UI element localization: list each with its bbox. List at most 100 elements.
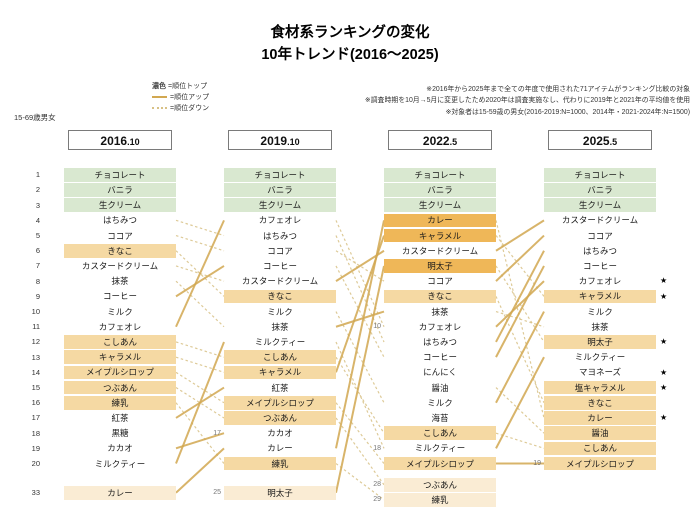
rank-up-line: [495, 250, 545, 343]
rank-cell: 抹茶: [271, 321, 289, 332]
rank-number: 7: [35, 261, 40, 271]
rank-cell: バニラ: [544, 183, 656, 197]
rank-up-line: [495, 280, 545, 328]
rank-cell: きなこ: [384, 289, 496, 304]
rank-number: 11: [32, 322, 40, 332]
rank-number: 14: [31, 367, 40, 377]
rank-number: 6: [35, 246, 40, 256]
rank-cell: つぶあん: [64, 380, 176, 395]
rank-cell: ミルク: [107, 306, 133, 317]
rank-cell: ココア: [427, 276, 453, 287]
header-month: .5: [449, 137, 458, 147]
rank-up-line: [335, 220, 385, 449]
tie-rank-note: 10: [373, 323, 381, 331]
rank-down-line: [335, 265, 385, 358]
legend-rank-up: =順位アップ: [152, 91, 209, 102]
column-header: 2016.10: [68, 130, 172, 150]
rank-cell: ミルクティー: [414, 443, 466, 454]
rank-down-line: [335, 417, 385, 486]
rank-down-line: [495, 310, 545, 328]
header-month: .10: [127, 137, 140, 147]
legend-rank-down-label: =順位ダウン: [170, 104, 210, 112]
rank-number: 12: [31, 337, 40, 347]
rank-cell: 醤油: [544, 426, 656, 440]
header-year: 2016: [100, 134, 128, 148]
rank-cell: 抹茶: [431, 306, 449, 317]
legend-dark-swatch-label: 濃色: [152, 82, 166, 90]
footnote-2: ※調査時期を10月→5月に変更したため2020年は調査実施なし、代わりに2019…: [364, 97, 690, 105]
rank-cell: チョコレート: [544, 168, 656, 182]
header-month: .10: [287, 137, 300, 147]
rank-number: 3: [35, 200, 40, 210]
rank-down-line: [175, 219, 225, 237]
rank-number: 2: [35, 185, 40, 195]
rank-cell: キャラメル: [544, 289, 656, 304]
rank-cell: キャラメル: [64, 350, 176, 364]
rank-cell: 黒糖: [111, 428, 129, 439]
rank-cell: カスタードクリーム: [561, 215, 639, 226]
rank-cell: はちみつ: [102, 215, 137, 226]
tie-rank-note: 19: [533, 460, 541, 468]
rank-cell: カレー: [544, 411, 656, 425]
rank-cell: コーヒー: [422, 352, 457, 363]
page-title: 食材系ランキングの変化 10年トレンド(2016〜2025): [0, 22, 700, 67]
rank-cell: バニラ: [224, 183, 336, 197]
rank-up-line: [495, 219, 545, 252]
rank-cell: 抹茶: [591, 321, 609, 332]
rank-number: 16: [31, 398, 40, 408]
extra-rank-number: 25: [213, 489, 221, 497]
rank-up-line: [335, 310, 385, 328]
rank-cell: 明太子: [384, 259, 496, 273]
rank-cell: こしあん: [224, 350, 336, 364]
rank-cell: ココア: [587, 230, 613, 241]
rank-number: 17: [31, 413, 40, 423]
title-line1: 食材系ランキングの変化: [270, 25, 430, 41]
column-header: 2022.5: [388, 130, 492, 150]
extra-rank-number: 28: [373, 481, 381, 489]
rank-down-line: [495, 432, 545, 449]
rank-up-line: [175, 447, 225, 494]
top-rank-star-icon: ★: [660, 291, 668, 301]
rank-number: 10: [31, 307, 40, 317]
rank-down-line: [175, 250, 225, 297]
rank-cell: メイプルシロップ: [544, 456, 656, 471]
footnotes: ※2016年から2025年まで全ての年度で使用された71アイテムがランキング比較…: [365, 84, 690, 118]
rank-cell: キャラメル: [224, 365, 336, 380]
rank-down-line: [335, 311, 385, 404]
audience-label: 15-69歳男女: [14, 113, 56, 122]
column-header: 2025.5: [548, 130, 652, 150]
rank-number: 9: [35, 291, 40, 301]
rank-number: 19: [31, 443, 40, 453]
rank-down-line: [335, 250, 385, 282]
legend-rank-down: =順位ダウン: [152, 102, 209, 113]
rank-number: 20: [31, 459, 40, 469]
rank-cell: カレー: [267, 443, 293, 454]
top-rank-star-icon: ★: [660, 413, 668, 423]
rank-down-line: [495, 387, 545, 434]
rank-cell: はちみつ: [422, 336, 457, 347]
rank-cell: つぶあん: [224, 411, 336, 425]
rank-down-line: [335, 220, 385, 327]
top-rank-star-icon: ★: [660, 382, 668, 392]
rank-cell: こしあん: [544, 441, 656, 456]
rank-cell: バニラ: [64, 183, 176, 197]
header-year: 2022: [422, 134, 450, 148]
rank-cell: 生クリーム: [384, 198, 496, 212]
rank-up-line: [175, 341, 225, 464]
rank-cell: ココア: [107, 230, 133, 241]
top-rank-star-icon: ★: [660, 276, 668, 286]
rank-number: 8: [35, 276, 40, 286]
title-line2: 10年トレンド(2016〜2025): [261, 47, 439, 64]
rank-cell: コーヒー: [262, 260, 297, 271]
rank-cell: 紅茶: [271, 382, 289, 393]
rank-cell: ミルクティー: [94, 458, 146, 469]
rank-down-line: [175, 280, 225, 328]
rank-cell: こしあん: [384, 426, 496, 440]
rank-cell: カスタードクリーム: [81, 260, 159, 271]
rank-cell: コーヒー: [582, 260, 617, 271]
rank-cell: にんにく: [423, 367, 457, 378]
rank-cell: カフェオレ: [578, 276, 622, 287]
